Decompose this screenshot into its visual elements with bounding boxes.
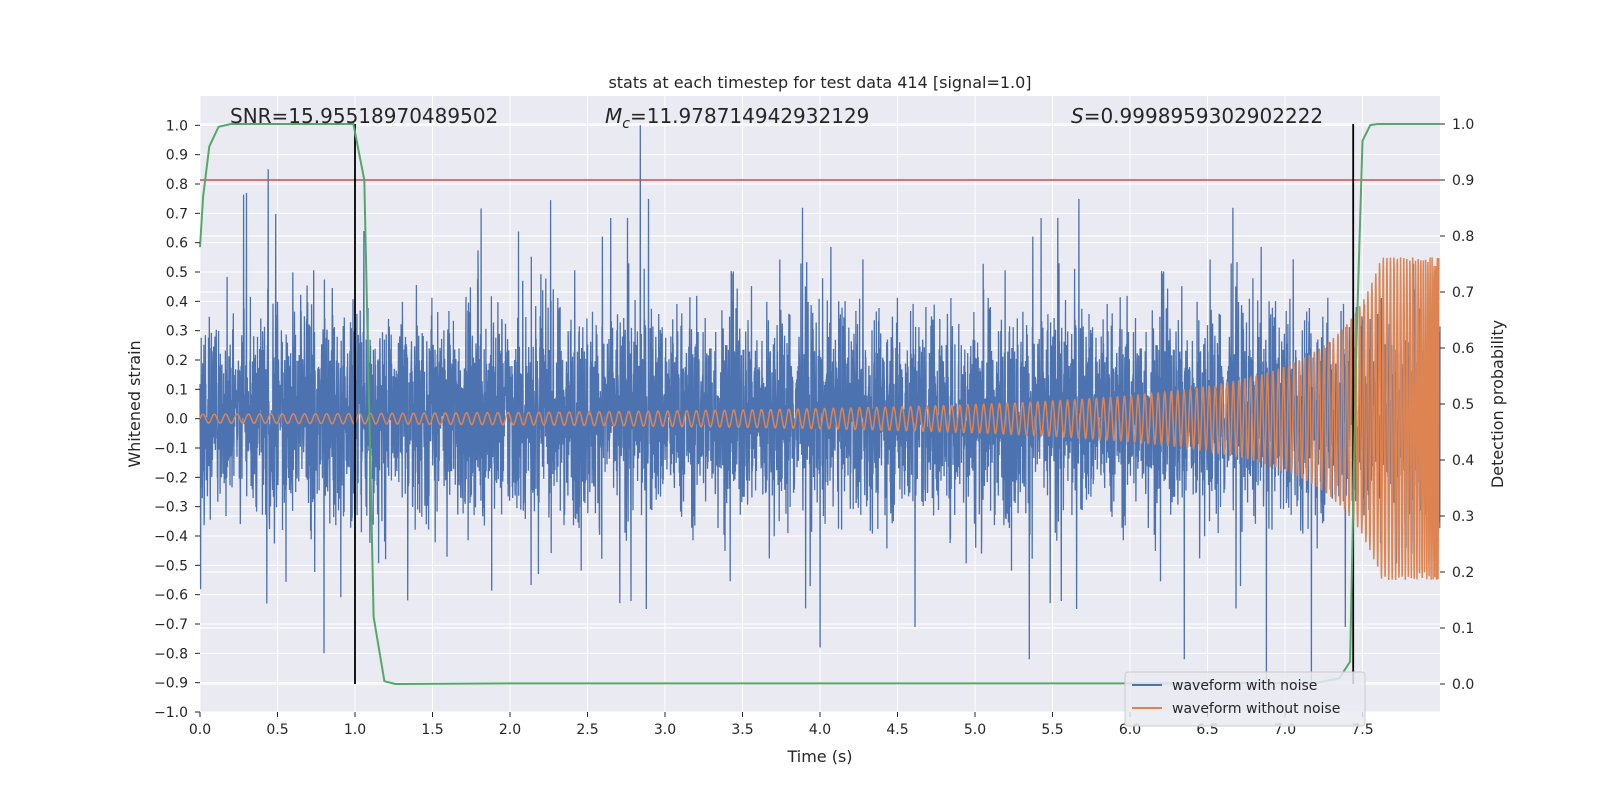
y2-axis-label: Detection probability xyxy=(1488,320,1507,488)
x-tick-label: 3.5 xyxy=(731,722,753,738)
waveform-without-noise-line xyxy=(199,257,1440,581)
y-tick-label: 0.3 xyxy=(166,324,188,340)
y2-axis-ticks: 1.0 0.9 0.8 0.7 0.6 0.5 0.4 0.3 0.2 0.1 0.0 xyxy=(1440,117,1474,693)
y-tick-label: 1.0 xyxy=(166,118,188,134)
y2-tick-label: 0.3 xyxy=(1452,509,1474,525)
x-tick-label: 5.5 xyxy=(1041,722,1063,738)
x-tick-label: 2.5 xyxy=(576,722,598,738)
y-tick-label: −0.3 xyxy=(154,500,188,516)
waveform-without-noise-series xyxy=(199,257,1440,581)
y-tick-label: −0.1 xyxy=(154,441,188,457)
y-tick-label: −0.4 xyxy=(154,529,188,545)
x-tick-label: 0.5 xyxy=(266,722,288,738)
y2-tick-label: 0.0 xyxy=(1452,677,1474,693)
y-tick-label: 0.5 xyxy=(166,265,188,281)
y-axis-label: Whitened strain xyxy=(125,340,144,467)
score-symbol: S xyxy=(1071,104,1084,128)
y-tick-label: −0.6 xyxy=(154,588,188,604)
overlay-lines xyxy=(199,123,1440,686)
y-tick-label: 0.0 xyxy=(166,412,188,428)
y-tick-label: 0.1 xyxy=(166,382,188,398)
x-tick-label: 4.5 xyxy=(886,722,908,738)
y-tick-label: −0.7 xyxy=(154,617,188,633)
y-tick-label: −0.2 xyxy=(154,470,188,486)
chirp-mass-annotation: Mc=11.978714942932129 xyxy=(605,104,869,132)
y-tick-label: 0.8 xyxy=(166,177,188,193)
detection-probability-line xyxy=(199,123,1440,686)
chirp-mass-symbol: M xyxy=(605,104,622,128)
x-tick-label: 1.0 xyxy=(344,722,366,738)
y-tick-label: 0.6 xyxy=(166,236,188,252)
waveform-with-noise-series xyxy=(199,125,1441,689)
x-tick-label: 1.5 xyxy=(421,722,443,738)
y2-tick-label: 0.9 xyxy=(1452,173,1474,189)
y2-tick-label: 1.0 xyxy=(1452,117,1474,133)
chart-title: stats at each timestep for test data 414… xyxy=(608,73,1031,92)
x-tick-label: 3.0 xyxy=(654,722,676,738)
legend-box xyxy=(1124,671,1366,727)
y2-tick-label: 0.2 xyxy=(1452,565,1474,581)
legend: waveform with noise waveform without noi… xyxy=(1124,671,1366,727)
y-tick-label: 0.7 xyxy=(166,206,188,222)
y-tick-label: 0.2 xyxy=(166,353,188,369)
waveform-with-noise-line xyxy=(199,125,1441,689)
y-tick-label: 0.9 xyxy=(166,148,188,164)
y-tick-label: 0.4 xyxy=(166,294,188,310)
y2-tick-label: 0.1 xyxy=(1452,621,1474,637)
y2-tick-label: 0.4 xyxy=(1452,453,1474,469)
chirp-mass-subscript: c xyxy=(622,116,630,132)
x-tick-label: 5.0 xyxy=(964,722,986,738)
score-value: =0.9998959302902222 xyxy=(1084,104,1323,128)
chirp-mass-value: =11.978714942932129 xyxy=(630,104,869,128)
x-tick-label: 4.0 xyxy=(809,722,831,738)
legend-signal-label: waveform without noise xyxy=(1172,701,1340,717)
y-tick-label: −0.9 xyxy=(154,676,188,692)
y-tick-label: −0.8 xyxy=(154,646,188,662)
y2-tick-label: 0.6 xyxy=(1452,341,1474,357)
y2-tick-label: 0.7 xyxy=(1452,285,1474,301)
x-tick-label: 2.0 xyxy=(499,722,521,738)
y2-tick-label: 0.8 xyxy=(1452,229,1474,245)
y-tick-label: −0.5 xyxy=(154,558,188,574)
score-annotation: S=0.9998959302902222 xyxy=(1071,104,1323,128)
y-tick-label: −1.0 xyxy=(154,705,188,721)
y-axis-ticks: 1.0 0.9 0.8 0.7 0.6 0.5 0.4 0.3 0.2 0.1 0.0 −0.1 −0.… xyxy=(154,118,200,721)
x-axis-label: Time (s) xyxy=(786,747,852,766)
y2-tick-label: 0.5 xyxy=(1452,397,1474,413)
legend-noise-label: waveform with noise xyxy=(1172,678,1317,694)
x-tick-label: 0.0 xyxy=(189,722,211,738)
snr-annotation: SNR=15.95518970489502 xyxy=(230,104,498,128)
